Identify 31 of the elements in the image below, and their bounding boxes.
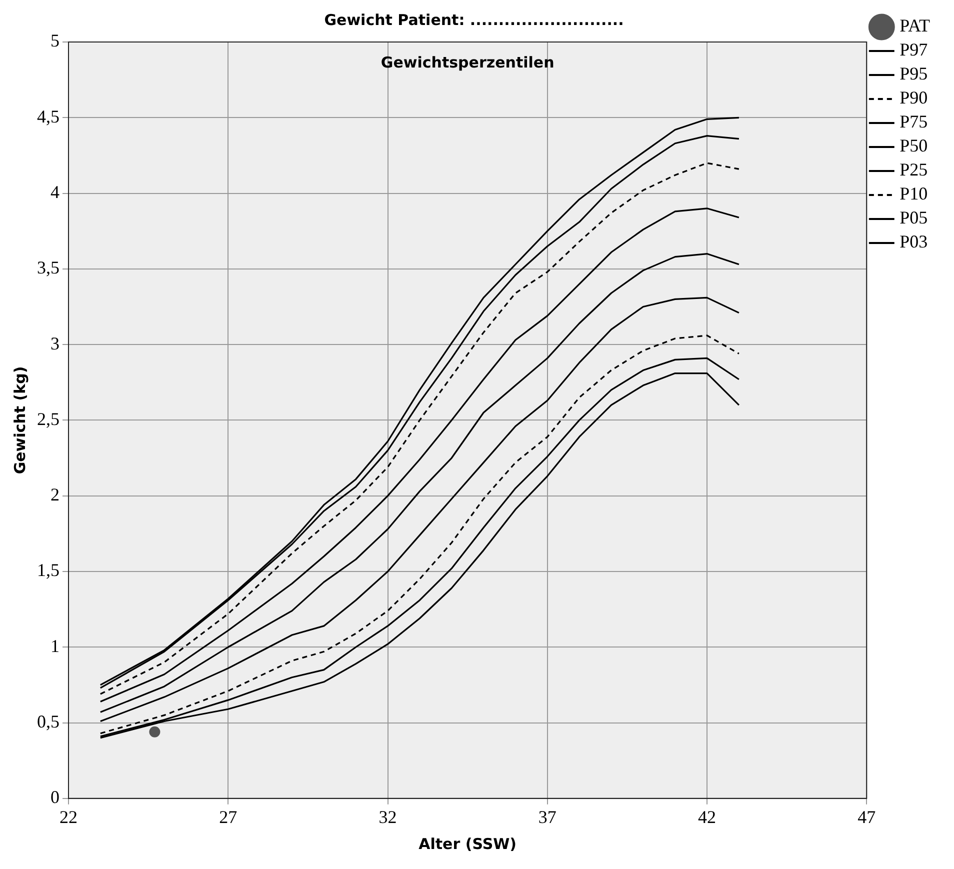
legend-label: PAT <box>900 16 930 36</box>
legend-label: P50 <box>900 136 928 156</box>
y-tick-label: 1,5 <box>37 560 60 580</box>
legend-label: P03 <box>900 232 928 252</box>
legend-label: P97 <box>900 40 928 60</box>
legend-label: P10 <box>900 184 928 204</box>
y-tick-label: 0 <box>50 787 60 808</box>
x-tick-label: 37 <box>538 806 556 827</box>
x-tick-label: 42 <box>698 806 716 827</box>
y-tick-label: 3 <box>50 333 60 354</box>
text: Gewichtsperzentilen <box>380 53 554 72</box>
y-tick-label: 1 <box>50 636 60 656</box>
y-tick-label: 4 <box>50 182 60 202</box>
y-tick-label: 0,5 <box>37 711 60 732</box>
x-tick-label: 22 <box>60 806 78 827</box>
y-axis-title: Gewicht (kg) <box>10 366 29 474</box>
legend-label: P75 <box>900 112 928 132</box>
legend-label: P95 <box>900 64 928 84</box>
legend-label: P05 <box>900 208 928 228</box>
y-tick-label: 3,5 <box>37 258 60 278</box>
y-tick-label: 4,5 <box>37 106 60 126</box>
chart-title: Gewicht Patient: ........................... <box>324 10 624 29</box>
x-axis-title: Alter (SSW) <box>418 834 517 853</box>
x-tick-label: 27 <box>219 806 238 827</box>
y-tick-label: 2,5 <box>37 408 60 429</box>
legend-label: P90 <box>900 88 928 108</box>
x-tick-label: 47 <box>858 806 876 827</box>
y-tick-label: 5 <box>50 30 60 51</box>
legend-label: P25 <box>900 160 928 180</box>
y-tick-label: 2 <box>50 484 60 505</box>
x-tick-label: 32 <box>378 806 397 827</box>
